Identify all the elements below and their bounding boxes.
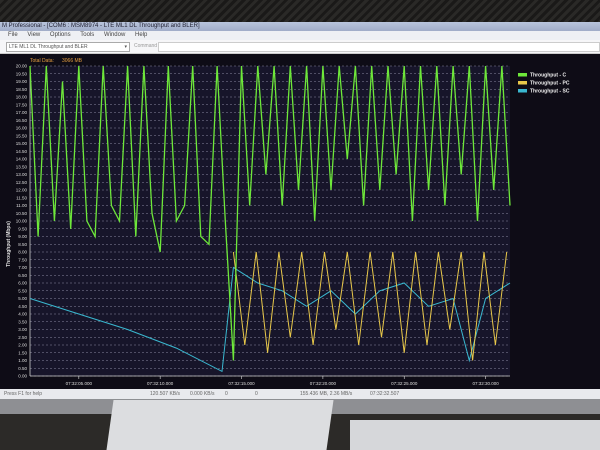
y-tick-label: 5.50 xyxy=(18,288,27,293)
menu-view[interactable]: View xyxy=(27,32,41,38)
y-tick-label: 19.50 xyxy=(16,71,28,76)
y-tick-label: 6.50 xyxy=(18,273,27,278)
status-total: 155.436 MB, 2.36 MB/s xyxy=(300,391,353,397)
y-tick-label: 10.50 xyxy=(16,211,28,216)
status-help: Press F1 for help xyxy=(4,391,43,397)
monitor-screen: M Professional - [COM6 : MSM8974 - LTE M… xyxy=(0,22,600,414)
y-tick-label: 11.50 xyxy=(16,195,27,200)
y-tick-label: 8.50 xyxy=(18,242,27,247)
window-title-bar: M Professional - [COM6 : MSM8974 - LTE M… xyxy=(0,22,600,31)
y-tick-label: 16.00 xyxy=(16,126,28,131)
y-tick-label: 4.00 xyxy=(18,312,27,317)
y-tick-label: 2.00 xyxy=(18,343,27,348)
y-tick-label: 2.50 xyxy=(18,335,27,340)
y-tick-label: 12.50 xyxy=(16,180,28,185)
series-line-2 xyxy=(232,251,508,361)
y-tick-label: 5.00 xyxy=(18,296,27,301)
status-rate-1: 120.507 KB/s xyxy=(150,391,181,397)
status-value-2: 0 xyxy=(255,391,258,397)
menu-tools[interactable]: Tools xyxy=(80,32,95,38)
y-tick-label: 6.00 xyxy=(18,281,27,286)
placard xyxy=(106,400,334,450)
legend-swatch xyxy=(518,73,527,77)
status-time: 07:32:32.507 xyxy=(370,391,400,397)
command-input[interactable] xyxy=(158,42,600,52)
menu-bar: File View Options Tools Window Help xyxy=(0,31,600,40)
window-title: M Professional - [COM6 : MSM8974 - LTE M… xyxy=(2,23,200,29)
y-tick-label: 7.00 xyxy=(18,265,27,270)
y-tick-label: 18.00 xyxy=(16,95,28,100)
legend-swatch xyxy=(518,81,527,85)
x-tick-label: 07:32:05.000 xyxy=(66,381,93,386)
y-tick-label: 15.50 xyxy=(16,133,28,138)
chevron-down-icon: ▾ xyxy=(124,44,127,50)
menu-options[interactable]: Options xyxy=(49,32,71,38)
y-tick-label: 8.00 xyxy=(18,250,27,255)
y-tick-label: 17.00 xyxy=(16,110,28,115)
view-select-value: LTE ML1 DL Throughput and BLER xyxy=(9,44,88,50)
legend-label: Throughput - SC xyxy=(530,89,570,95)
y-tick-label: 14.00 xyxy=(16,157,28,162)
x-tick-label: 07:32:25.000 xyxy=(391,381,418,386)
toolbar: LTE ML1 DL Throughput and BLER ▾ Command xyxy=(0,40,600,54)
command-label: Command xyxy=(134,43,158,49)
legend-swatch xyxy=(518,89,527,93)
y-tick-label: 1.50 xyxy=(18,350,27,355)
y-tick-label: 13.00 xyxy=(16,172,28,177)
y-tick-label: 13.50 xyxy=(16,164,28,169)
y-tick-label: 4.50 xyxy=(18,304,27,309)
legend-label: Throughput - C xyxy=(530,73,566,79)
y-tick-label: 16.50 xyxy=(16,118,28,123)
y-tick-label: 12.00 xyxy=(16,188,28,193)
x-tick-label: 07:32:10.000 xyxy=(147,381,174,386)
menu-help[interactable]: Help xyxy=(134,32,148,38)
menu-window[interactable]: Window xyxy=(103,32,126,38)
y-tick-label: 1.00 xyxy=(18,358,27,363)
menu-file[interactable]: File xyxy=(8,32,18,38)
status-rate-2: 0.000 KB/s xyxy=(190,391,215,397)
y-tick-label: 3.50 xyxy=(18,319,27,324)
placard-right xyxy=(350,420,600,450)
y-tick-label: 14.50 xyxy=(16,149,28,154)
y-tick-label: 9.00 xyxy=(18,234,27,239)
status-bar: Press F1 for help 120.507 KB/s 0.000 KB/… xyxy=(0,389,600,399)
x-tick-label: 07:32:20.000 xyxy=(310,381,337,386)
monitor-bezel-top xyxy=(0,0,600,22)
y-tick-label: 15.00 xyxy=(16,141,28,146)
series-line-1 xyxy=(29,65,511,361)
status-value-1: 0 xyxy=(225,391,228,397)
x-tick-label: 07:32:15.000 xyxy=(228,381,255,386)
total-data-label: Total Data: xyxy=(30,58,54,64)
y-axis-label: Throughput (Mbps) xyxy=(6,221,12,267)
y-tick-label: 11.00 xyxy=(16,203,27,208)
y-tick-label: 0.00 xyxy=(18,374,27,379)
chart-area: Total Data: 3066 MB Throughput (Mbps) 0.… xyxy=(0,54,600,389)
view-select[interactable]: LTE ML1 DL Throughput and BLER ▾ xyxy=(6,42,130,52)
total-data-value: 3066 MB xyxy=(62,58,83,64)
x-tick-label: 07:32:30.000 xyxy=(472,381,499,386)
y-tick-label: 10.00 xyxy=(16,219,28,224)
y-tick-label: 9.50 xyxy=(18,226,27,231)
legend-label: Throughput - PC xyxy=(530,81,570,87)
y-tick-label: 0.50 xyxy=(18,366,27,371)
y-tick-label: 3.00 xyxy=(18,327,27,332)
y-tick-label: 18.50 xyxy=(16,87,28,92)
y-tick-label: 17.50 xyxy=(16,102,28,107)
y-tick-label: 19.00 xyxy=(16,79,28,84)
throughput-chart: Total Data: 3066 MB Throughput (Mbps) 0.… xyxy=(6,58,570,386)
y-tick-label: 7.50 xyxy=(18,257,27,262)
y-tick-label: 20.00 xyxy=(16,64,28,69)
